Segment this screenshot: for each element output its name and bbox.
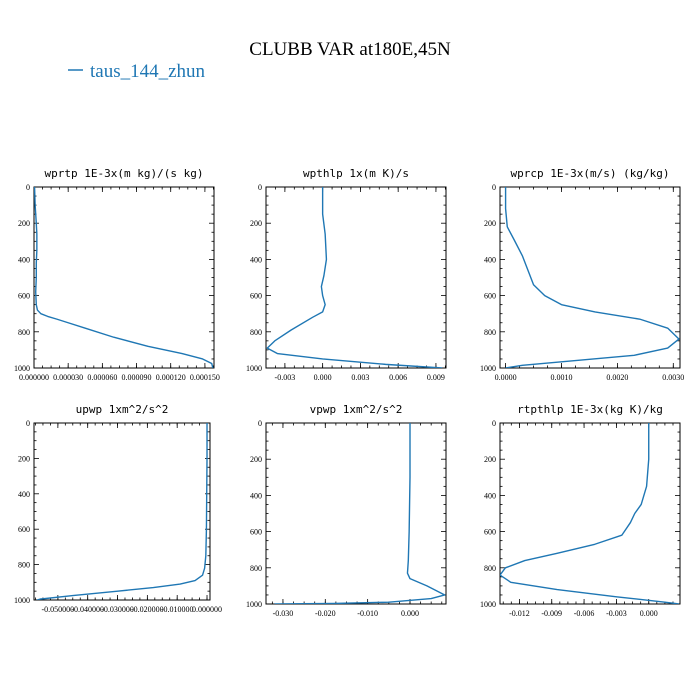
y-tick-label: 200 bbox=[18, 454, 30, 463]
panel-title: upwp 1xm^2/s^2 bbox=[76, 403, 169, 416]
legend: taus_144_zhun bbox=[68, 61, 206, 82]
y-tick-label: 400 bbox=[18, 255, 30, 264]
x-tick-label: 0.000090 bbox=[122, 373, 152, 382]
legend-label: taus_144_zhun bbox=[90, 61, 206, 82]
x-tick-label: -0.030 bbox=[273, 609, 294, 618]
y-tick-label: 0 bbox=[26, 419, 30, 428]
y-tick-label: 800 bbox=[250, 328, 262, 337]
y-tick-label: 600 bbox=[18, 525, 30, 534]
plot-frame bbox=[499, 422, 681, 605]
y-tick-label: 1000 bbox=[480, 600, 496, 609]
panel-2: wpthlp 1x(m K)/s 0 200 400 600 800 1000 -0.003 0… bbox=[246, 167, 447, 382]
y-tick-label: 0 bbox=[258, 183, 262, 192]
x-tick-label: 0.003 bbox=[351, 373, 369, 382]
plot-frame bbox=[33, 422, 211, 601]
panel-title: rtpthlp 1E-3x(kg K)/kg bbox=[517, 403, 663, 416]
plot-frame bbox=[265, 186, 447, 369]
series-line bbox=[266, 187, 443, 368]
x-tick-label: 0.000060 bbox=[87, 373, 117, 382]
plot-frame bbox=[265, 422, 447, 605]
x-tick-label: -0.003 bbox=[606, 609, 627, 618]
y-tick-label: 200 bbox=[18, 219, 30, 228]
x-tick-label: 0.000030 bbox=[53, 373, 83, 382]
y-tick-label: 400 bbox=[250, 491, 262, 500]
x-tick-label: -0.006 bbox=[574, 609, 595, 618]
y-tick-label: 600 bbox=[250, 528, 262, 537]
figure-title: CLUBB VAR at180E,45N bbox=[249, 39, 451, 60]
y-tick-label: 800 bbox=[18, 561, 30, 570]
panel-title: wpthlp 1x(m K)/s bbox=[303, 167, 409, 180]
x-tick-label: -0.010000 bbox=[161, 605, 194, 614]
x-tick-label: -0.030000 bbox=[101, 605, 134, 614]
y-tick-label: 200 bbox=[250, 455, 262, 464]
y-tick-label: 0 bbox=[492, 419, 496, 428]
y-tick-label: 800 bbox=[484, 564, 496, 573]
y-tick-label: 0 bbox=[492, 183, 496, 192]
y-tick-label: 1000 bbox=[14, 596, 30, 605]
series-line bbox=[504, 187, 680, 368]
series-line bbox=[500, 423, 680, 604]
y-tick-label: 400 bbox=[18, 490, 30, 499]
x-tick-label: 0.000150 bbox=[190, 373, 220, 382]
x-tick-label: 0.0010 bbox=[550, 373, 572, 382]
panels: wprtp 1E-3x(m kg)/(s kg) 0 200 400 600 800 100… bbox=[14, 167, 684, 618]
x-tick-label: 0.0000 bbox=[495, 373, 517, 382]
y-tick-label: 0 bbox=[26, 183, 30, 192]
x-tick-label: 0.000 bbox=[314, 373, 332, 382]
x-tick-label: 0.009 bbox=[427, 373, 445, 382]
panel-6: rtpthlp 1E-3x(kg K)/kg 0 200 400 600 800 1000 -… bbox=[480, 403, 681, 618]
y-tick-label: 1000 bbox=[246, 600, 262, 609]
series-line bbox=[36, 423, 208, 600]
x-tick-label: -0.010 bbox=[357, 609, 378, 618]
x-tick-label: -0.009 bbox=[541, 609, 562, 618]
panel-5: vpwp 1xm^2/s^2 0 200 400 600 800 1000 -0.030 -0.… bbox=[246, 403, 447, 618]
y-tick-label: 600 bbox=[484, 528, 496, 537]
y-tick-label: 600 bbox=[250, 292, 262, 301]
panel-4: upwp 1xm^2/s^2 0 200 400 600 800 1000 -0.050000… bbox=[14, 403, 222, 614]
panel-1: wprtp 1E-3x(m kg)/(s kg) 0 200 400 600 800 100… bbox=[14, 167, 220, 382]
y-tick-label: 1000 bbox=[480, 364, 496, 373]
y-tick-label: 1000 bbox=[246, 364, 262, 373]
y-tick-label: 0 bbox=[258, 419, 262, 428]
y-tick-label: 200 bbox=[250, 219, 262, 228]
x-tick-label: 0.000120 bbox=[156, 373, 186, 382]
y-tick-label: 800 bbox=[250, 564, 262, 573]
y-tick-label: 600 bbox=[18, 292, 30, 301]
y-tick-label: 200 bbox=[484, 455, 496, 464]
y-tick-label: 400 bbox=[484, 255, 496, 264]
x-tick-label: -0.012 bbox=[509, 609, 530, 618]
series-line bbox=[274, 423, 446, 604]
x-tick-label: -0.020 bbox=[315, 609, 336, 618]
y-tick-label: 400 bbox=[484, 491, 496, 500]
plot-frame bbox=[499, 186, 681, 369]
x-tick-label: 0.000000 bbox=[192, 605, 222, 614]
panel-3: wprcp 1E-3x(m/s) (kg/kg) 0 200 400 600 800 100… bbox=[480, 167, 684, 382]
x-tick-label: -0.050000 bbox=[42, 605, 75, 614]
y-tick-label: 200 bbox=[484, 219, 496, 228]
x-tick-label: 0.0020 bbox=[606, 373, 628, 382]
y-tick-label: 800 bbox=[18, 328, 30, 337]
x-tick-label: -0.020000 bbox=[131, 605, 164, 614]
x-tick-label: -0.040000 bbox=[71, 605, 104, 614]
x-tick-label: 0.000 bbox=[640, 609, 658, 618]
panel-title: wprcp 1E-3x(m/s) (kg/kg) bbox=[511, 167, 670, 180]
x-tick-label: 0.000000 bbox=[19, 373, 49, 382]
x-tick-label: 0.006 bbox=[389, 373, 407, 382]
x-tick-label: 0.0030 bbox=[662, 373, 684, 382]
y-tick-label: 1000 bbox=[14, 364, 30, 373]
panel-title: wprtp 1E-3x(m kg)/(s kg) bbox=[45, 167, 204, 180]
y-tick-label: 400 bbox=[250, 255, 262, 264]
series-line bbox=[34, 187, 214, 368]
plot-frame bbox=[33, 186, 215, 369]
x-tick-label: -0.003 bbox=[275, 373, 296, 382]
x-tick-label: 0.000 bbox=[401, 609, 419, 618]
y-tick-label: 800 bbox=[484, 328, 496, 337]
y-tick-label: 600 bbox=[484, 292, 496, 301]
panel-title: vpwp 1xm^2/s^2 bbox=[310, 403, 403, 416]
